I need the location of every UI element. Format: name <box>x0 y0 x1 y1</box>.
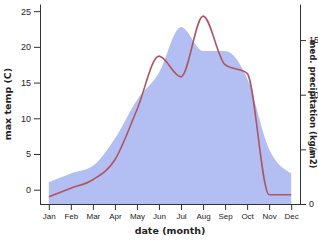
tick-mark <box>291 204 292 210</box>
tick: 20 <box>21 42 40 52</box>
tick-label: 5 <box>26 149 31 159</box>
tick: Jan <box>43 204 56 221</box>
tick: Aug <box>196 204 210 221</box>
tick-mark <box>300 95 306 96</box>
tick-mark <box>115 204 116 210</box>
chart: JanFebMarAprMayJunJulAugSepOctNovDec0510… <box>0 0 318 242</box>
tick-mark <box>203 204 204 210</box>
tick: Nov <box>263 204 277 221</box>
tick: Jul <box>176 204 186 221</box>
tick-mark <box>34 118 40 119</box>
tick: 10 <box>21 114 40 124</box>
x-axis: Jan Feb Mar Apr May Jun Jul Aug Sep Oct Nov Dec <box>40 204 300 221</box>
tick-mark <box>34 154 40 155</box>
tick-label: 0 <box>26 185 31 195</box>
tick-label: Aug <box>196 212 210 221</box>
tick-label: Jun <box>153 212 166 221</box>
tick-label: Oct <box>241 212 254 221</box>
tick: Apr <box>109 204 122 221</box>
tick: May <box>130 204 145 221</box>
tick: 0 <box>26 185 40 195</box>
tick-mark <box>300 204 306 205</box>
tick-label: Jul <box>176 212 186 221</box>
tick: 15 <box>21 78 40 88</box>
tick: 5 <box>26 149 40 159</box>
tick: Dec <box>285 204 299 221</box>
tick-mark <box>71 204 72 210</box>
tick-mark <box>34 47 40 48</box>
tick-mark <box>225 204 226 210</box>
y2-axis-title: med. precipitation (kg/m2) <box>308 40 318 169</box>
tick-label: Sep <box>218 212 233 221</box>
tick-label: Jan <box>43 212 56 221</box>
tick-mark <box>49 204 50 210</box>
tick: Sep <box>218 204 233 221</box>
tick-mark <box>159 204 160 210</box>
tick-mark <box>137 204 138 210</box>
tick-mark <box>181 204 182 210</box>
tick-label: Nov <box>263 212 277 221</box>
tick-mark <box>34 11 40 12</box>
tick-mark <box>247 204 248 210</box>
tick: Mar <box>86 204 100 221</box>
axis-line <box>40 204 300 205</box>
tick: 0 <box>300 199 314 209</box>
axis-line <box>40 5 41 205</box>
y-axis: 0 5 10 15 20 25 <box>21 5 41 205</box>
tick: 25 <box>21 7 40 17</box>
y2-axis: 051015 <box>300 5 318 210</box>
tick-mark <box>34 83 40 84</box>
tick-mark <box>300 40 306 41</box>
temperature-line <box>49 16 291 197</box>
tick-label: Feb <box>64 212 78 221</box>
tick-label: Mar <box>86 212 100 221</box>
tick-label: 25 <box>21 7 31 17</box>
tick: Jun <box>153 204 166 221</box>
tick-label: Apr <box>109 212 122 221</box>
tick-mark <box>93 204 94 210</box>
tick-label: May <box>130 212 145 221</box>
tick-label: 10 <box>21 114 31 124</box>
tick-label: 15 <box>21 78 31 88</box>
tick: Oct <box>241 204 254 221</box>
tick-mark <box>300 149 306 150</box>
y-axis-title: max temp (C) <box>2 68 13 140</box>
tick-label: 20 <box>21 42 31 52</box>
plot-area <box>49 16 291 204</box>
tick-label: Dec <box>285 212 299 221</box>
x-axis-title: date (month) <box>135 225 206 236</box>
tick: Feb <box>64 204 78 221</box>
tick-label: 0 <box>309 199 314 209</box>
tick-mark <box>34 190 40 191</box>
axis-line <box>300 5 301 205</box>
tick-mark <box>269 204 270 210</box>
